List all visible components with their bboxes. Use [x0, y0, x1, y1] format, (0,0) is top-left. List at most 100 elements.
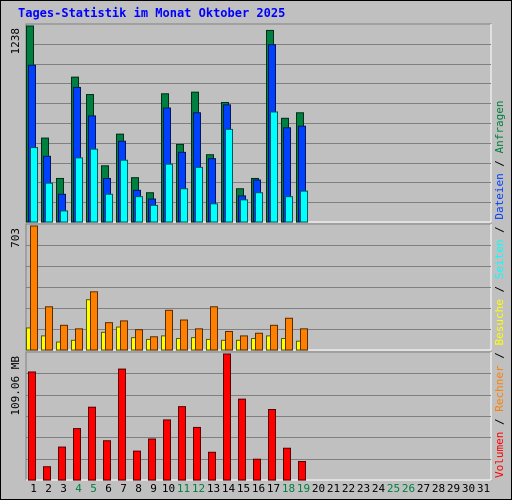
bar-volumen-day-8 [133, 450, 141, 481]
bar-volumen-day-14 [223, 353, 231, 481]
bar-seiten-day-17 [270, 111, 278, 223]
legend-separator: / [493, 153, 506, 173]
x-tick-label-day-17: 17 [267, 482, 280, 495]
bar-seiten-day-10 [165, 163, 173, 223]
x-tick-label-day-24: 24 [372, 482, 386, 495]
bar-rechner-day-17 [270, 324, 278, 351]
legend-separator: / [493, 412, 506, 432]
bar-volumen-day-6 [103, 440, 111, 481]
x-tick-label-day-20: 20 [312, 482, 325, 495]
bar-volumen-day-1 [28, 371, 36, 481]
x-tick-label-day-6: 6 [105, 482, 112, 495]
legend-item-seiten: Seiten [493, 240, 506, 280]
x-tick-label-day-29: 29 [447, 482, 460, 495]
y-axis-max-label: 109.06 MB [9, 356, 22, 416]
bar-seiten-day-7 [120, 159, 128, 223]
bar-seiten-day-4 [75, 157, 83, 223]
bar-volumen-day-3 [58, 446, 66, 481]
bar-seiten-day-2 [45, 182, 53, 223]
bar-rechner-day-6 [105, 322, 113, 351]
x-tick-label-day-22: 22 [342, 482, 355, 495]
bar-volumen-day-10 [163, 419, 171, 481]
bar-seiten-day-1 [30, 147, 38, 223]
bar-seiten-day-11 [180, 188, 188, 223]
bar-rechner-day-14 [225, 330, 233, 351]
legend-item-volumen: Volumen [493, 432, 506, 478]
bar-seiten-day-18 [285, 196, 293, 223]
x-tick-label-day-16: 16 [252, 482, 265, 495]
x-tick-label-day-5: 5 [90, 482, 97, 495]
chart-title: Tages-Statistik im Monat Oktober 2025 [18, 6, 286, 20]
legend-item-besuche: Besuche [493, 299, 506, 345]
x-tick-label-day-13: 13 [207, 482, 220, 495]
x-tick-label-day-7: 7 [120, 482, 127, 495]
bar-volumen-day-19 [298, 461, 306, 481]
bar-rechner-day-11 [180, 319, 188, 351]
x-tick-label-day-3: 3 [60, 482, 67, 495]
bar-rechner-day-1 [30, 225, 38, 351]
bar-volumen-day-11 [178, 406, 186, 481]
y-axis-max-label: 703 [9, 228, 22, 248]
legend-item-anfragen: Anfragen [493, 100, 506, 153]
bar-volumen-day-16 [253, 458, 261, 481]
bar-seiten-day-3 [60, 210, 68, 223]
x-tick-label-day-31: 31 [477, 482, 490, 495]
bar-seiten-day-8 [135, 196, 143, 223]
x-tick-label-day-11: 11 [177, 482, 190, 495]
bar-rechner-day-3 [60, 324, 68, 351]
bar-seiten-day-16 [255, 192, 263, 223]
bar-volumen-day-4 [73, 428, 81, 481]
bar-rechner-day-9 [150, 336, 158, 351]
bar-rechner-day-4 [75, 328, 83, 351]
bar-volumen-day-13 [208, 451, 216, 481]
x-tick-label-day-21: 21 [327, 482, 340, 495]
x-tick-label-day-9: 9 [150, 482, 157, 495]
x-tick-label-day-14: 14 [222, 482, 236, 495]
x-tick-label-day-12: 12 [192, 482, 205, 495]
bar-volumen-day-17 [268, 409, 276, 481]
x-tick-label-day-15: 15 [237, 482, 250, 495]
x-tick-label-day-28: 28 [432, 482, 445, 495]
x-tick-label-day-23: 23 [357, 482, 370, 495]
bar-volumen-day-12 [193, 426, 201, 481]
bar-rechner-day-2 [45, 306, 53, 351]
bar-volumen-day-7 [118, 368, 126, 481]
x-tick-label-day-4: 4 [75, 482, 82, 495]
x-tick-label-day-25: 25 [387, 482, 400, 495]
x-tick-label-day-1: 1 [30, 482, 37, 495]
x-tick-label-day-30: 30 [462, 482, 475, 495]
legend-item-rechner: Rechner [493, 365, 506, 412]
legend-separator: / [493, 346, 506, 366]
bar-seiten-day-14 [225, 128, 233, 223]
bar-seiten-day-12 [195, 166, 203, 223]
bar-rechner-day-5 [90, 291, 98, 351]
bar-seiten-day-5 [90, 148, 98, 223]
x-tick-label-day-18: 18 [282, 482, 295, 495]
bar-volumen-day-5 [88, 406, 96, 481]
bar-rechner-day-16 [255, 332, 263, 351]
bar-rechner-day-7 [120, 320, 128, 351]
bar-rechner-day-18 [285, 317, 293, 351]
x-tick-label-day-2: 2 [45, 482, 52, 495]
x-tick-label-day-10: 10 [162, 482, 175, 495]
legend: Volumen / Rechner / Besuche / Seiten / D… [493, 100, 506, 478]
bar-rechner-day-19 [300, 328, 308, 351]
legend-item-dateien: Dateien [493, 173, 506, 219]
x-tick-label-day-8: 8 [135, 482, 142, 495]
bar-volumen-day-9 [148, 438, 156, 481]
legend-separator: / [493, 279, 506, 299]
bar-volumen-day-15 [238, 398, 246, 481]
legend-separator: / [493, 220, 506, 240]
bar-seiten-day-15 [240, 199, 248, 223]
bar-volumen-day-2 [43, 466, 51, 481]
bar-seiten-day-9 [150, 204, 158, 223]
bar-seiten-day-13 [210, 203, 218, 223]
bar-volumen-day-18 [283, 447, 291, 481]
x-tick-label-day-26: 26 [402, 482, 415, 495]
x-tick-label-day-19: 19 [297, 482, 310, 495]
bar-seiten-day-6 [105, 193, 113, 223]
bar-rechner-day-10 [165, 309, 173, 351]
bar-rechner-day-13 [210, 306, 218, 351]
